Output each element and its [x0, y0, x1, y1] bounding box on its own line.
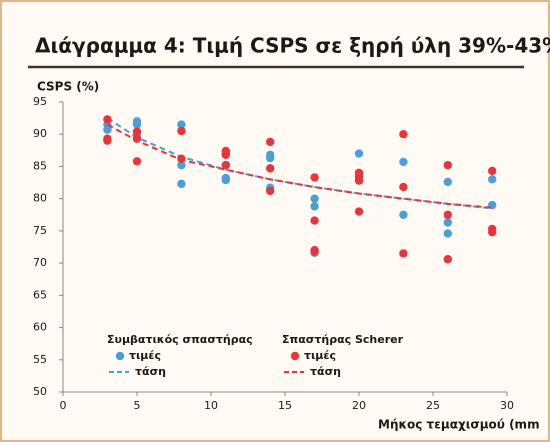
y-tick-label: 75	[33, 224, 47, 237]
x-tick-label: 0	[60, 399, 67, 412]
data-point	[310, 202, 319, 211]
x-tick-label: 25	[426, 399, 440, 412]
x-tick-label: 15	[278, 399, 292, 412]
legend-label: τιμές	[304, 349, 336, 362]
data-point	[177, 179, 186, 189]
x-tick-label: 10	[204, 399, 218, 412]
data-point	[103, 136, 112, 145]
data-point	[399, 210, 408, 219]
data-point	[266, 153, 275, 163]
data-point	[488, 227, 497, 237]
data-point	[354, 149, 364, 158]
data-point	[443, 255, 452, 264]
x-tick-label: 30	[500, 399, 514, 412]
data-point	[177, 120, 186, 129]
data-point	[488, 175, 497, 184]
y-axis-label: CSPS (%)	[37, 80, 99, 94]
y-tick-label: 90	[33, 127, 47, 140]
data-point	[443, 177, 452, 187]
trend-line	[106, 123, 493, 209]
y-tick-label: 55	[33, 353, 47, 366]
x-tick-label: 5	[134, 399, 141, 412]
data-point	[266, 186, 275, 196]
data-point	[177, 126, 186, 136]
data-point	[266, 137, 275, 147]
data-point	[443, 160, 452, 170]
data-point	[221, 175, 230, 185]
legend-label: τιμές	[129, 349, 161, 362]
data-point	[443, 229, 452, 238]
data-point	[221, 150, 230, 160]
data-point	[310, 216, 319, 225]
data-point	[103, 125, 112, 134]
data-point	[399, 182, 408, 192]
data-point	[266, 164, 275, 173]
data-point	[132, 120, 142, 129]
data-point	[132, 127, 142, 136]
chart-title: Διάγραμμα 4: Τιμή CSPS σε ξηρή ύλη 39%-4…	[35, 34, 550, 58]
trend-line	[106, 117, 493, 210]
data-point	[310, 173, 319, 182]
legend-label: τάση	[310, 365, 341, 378]
legend-title: Σπαστήρας Scherer	[282, 333, 404, 346]
y-tick-label: 70	[33, 256, 47, 269]
data-point	[310, 194, 319, 203]
data-point	[177, 160, 186, 170]
x-tick-label: 20	[352, 399, 366, 412]
data-point	[354, 176, 364, 185]
data-point	[132, 157, 142, 166]
data-point	[103, 115, 112, 124]
data-point	[443, 218, 452, 227]
y-tick-label: 50	[33, 385, 47, 398]
data-point	[399, 130, 408, 139]
y-tick-label: 60	[33, 321, 47, 334]
data-point	[443, 210, 452, 219]
legend-marker	[115, 351, 125, 361]
y-tick-label: 95	[33, 95, 47, 108]
data-point	[310, 247, 319, 256]
y-tick-label: 80	[33, 192, 47, 205]
legend-label: τάση	[135, 365, 166, 378]
data-point	[399, 249, 408, 258]
data-point	[221, 160, 230, 170]
x-axis-label: Μήκος τεμαχισμού (mm	[378, 418, 540, 432]
data-point	[488, 166, 497, 176]
data-point	[399, 157, 408, 167]
data-point	[354, 207, 364, 216]
legend-title: Συμβατικός σπαστήρας	[107, 333, 253, 346]
y-tick-label: 65	[33, 288, 47, 301]
y-tick-label: 85	[33, 159, 47, 172]
legend-marker	[290, 351, 300, 361]
